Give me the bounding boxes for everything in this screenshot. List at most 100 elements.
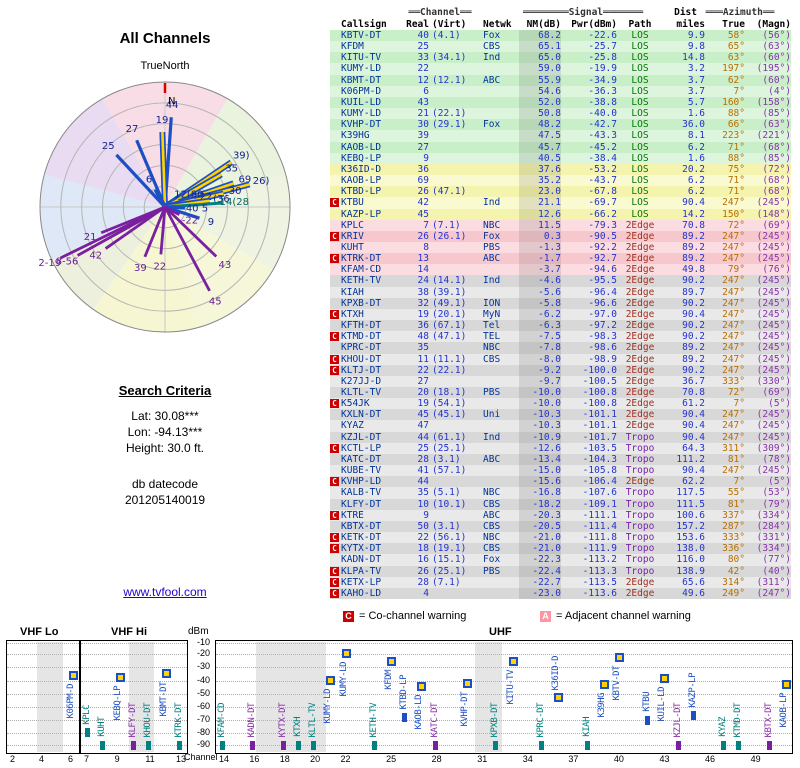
cochannel-flag-icon: C (330, 477, 339, 487)
magnetic-azimuth-cell: (334°) (756, 509, 791, 521)
miles-cell: 36.7 (682, 375, 705, 387)
network-cell (478, 376, 519, 387)
magnetic-azimuth-cell: (40°) (762, 565, 791, 577)
signal-table: ══Channel══ ════════Signal═══════ Dist ═… (330, 7, 791, 599)
path-cell: 2Edge (625, 420, 655, 432)
channel-tick-label: 20 (310, 754, 321, 764)
virtual-channel-cell: (3.1) (432, 520, 461, 532)
true-azimuth-cell: 42° (727, 565, 745, 577)
cochannel-legend: C = Co-channel warning (343, 610, 466, 622)
magnetic-azimuth-cell: (76°) (762, 264, 791, 276)
nm-db-cell: 11.5 (519, 219, 561, 231)
signal-spoke (163, 206, 211, 292)
miles-cell: 111.5 (676, 498, 705, 510)
height-value: Height: 30.0 ft. (125, 441, 205, 455)
magnetic-azimuth-cell: (245°) (756, 241, 791, 253)
magnetic-azimuth-cell: (158°) (756, 96, 791, 108)
spoke-channel-label: -22 (182, 215, 198, 226)
true-azimuth-cell: 71° (727, 141, 745, 153)
true-azimuth-cell: 336° (722, 543, 745, 555)
table-row: C KLTJ-DT 22 (22.1) -9.2 -100.0 2Edge 90.2 247° (… (330, 364, 791, 376)
miles-cell: 90.4 (682, 431, 705, 443)
channel-tick-label: 49 (750, 754, 761, 764)
power-dbm-cell: -92.7 (588, 253, 617, 265)
path-cell: 2Edge (625, 286, 655, 298)
table-row: KPXB-DT 32 (49.1) ION -5.8 -96.6 2Edge 90.2 247°… (330, 297, 791, 309)
channel-tick-label: 40 (613, 754, 624, 764)
miles-cell: 90.4 (682, 420, 705, 432)
real-channel-cell: 19 (417, 398, 429, 410)
magnetic-azimuth-cell: (63°) (762, 41, 791, 53)
nm-db-cell: 48.2 (519, 119, 561, 131)
power-dbm-cell: -25.8 (588, 52, 617, 64)
magnetic-azimuth-cell: (245°) (756, 409, 791, 421)
power-dbm-cell: -96.6 (588, 297, 617, 309)
real-channel-cell: 44 (417, 431, 429, 443)
power-dbm-cell: -95.5 (588, 275, 617, 287)
table-row: KAOB-LD 27 45.7 -45.2 LOS 6.2 71° (68°) (330, 141, 791, 153)
virtual-channel-cell: (7.1) (432, 576, 461, 588)
virtual-channel-cell: (57.1) (432, 465, 467, 477)
callsign-cell: KTXH (341, 308, 364, 320)
callsign-cell: K06PM-D (341, 85, 382, 97)
warning-flag-cell (330, 142, 341, 153)
table-row: KBMT-DT 12 (12.1) ABC 55.9 -34.9 LOS 3.7 62° (60°… (330, 74, 791, 86)
signal-bar-label: KTXH (292, 717, 303, 737)
table-row: KATC-DT 28 (3.1) ABC -13.4 -104.3 Tropo 111.2 81… (330, 453, 791, 466)
real-channel-cell: 30 (417, 119, 429, 131)
callsign-cell: KCTL-LP (341, 442, 382, 454)
real-channel-cell: 42 (417, 197, 429, 209)
magnetic-azimuth-cell: (68°) (762, 175, 791, 187)
dist-header: Dist (674, 7, 697, 18)
path-cell: LOS (631, 130, 649, 142)
magnetic-azimuth-cell: (85°) (762, 108, 791, 120)
warning-flag-cell (330, 220, 341, 231)
callsign-cell: KUHT (341, 241, 364, 253)
signal-bar (177, 741, 182, 750)
network-cell (478, 577, 519, 588)
warning-flag-cell: C (330, 532, 341, 543)
signal-bar (69, 670, 78, 680)
path-cell: Tropo (625, 465, 655, 477)
tvfool-link[interactable]: www.tvfool.com (123, 585, 207, 599)
gridline (216, 654, 792, 656)
path-cell: 2Edge (625, 353, 655, 365)
table-row: KFTH-DT 36 (67.1) Tel -6.3 -97.2 2Edge 90.2 247°… (330, 320, 791, 332)
true-azimuth-cell: 75° (727, 163, 745, 175)
table-row: KYAZ 47 -10.3 -101.1 2Edge 90.4 247° (245°) (330, 420, 791, 432)
table-row: KALB-TV 35 (5.1) NBC -16.8 -107.6 Tropo 117.5 55… (330, 487, 791, 499)
magnetic-azimuth-cell: (245°) (756, 230, 791, 242)
nm-db-cell: -5.6 (519, 286, 561, 298)
true-azimuth-cell: 247° (722, 275, 745, 287)
path-cell: Tropo (625, 487, 655, 499)
network-cell: CBS (483, 498, 501, 510)
col-true: True (722, 18, 745, 30)
warning-flag-cell (330, 97, 341, 108)
page-title: All Channels (119, 30, 211, 47)
power-dbm-cell: -101.1 (582, 420, 617, 432)
table-row: KFDM 25 CBS 65.1 -25.7 LOS 9.8 65° (63°) (330, 41, 791, 53)
signal-bar-label: KUMY-LD (338, 662, 349, 697)
warning-flag-cell: C (330, 577, 341, 588)
callsign-cell: KFTH-DT (341, 320, 382, 332)
virtual-channel-cell: (39.1) (432, 286, 467, 298)
signal-bar (417, 682, 427, 692)
network-cell: ION (483, 297, 501, 309)
gridline (7, 706, 79, 708)
real-channel-cell: 40 (417, 30, 429, 41)
signal-bar (280, 741, 286, 750)
radar-ring (81, 123, 249, 291)
network-cell: Fox (483, 119, 501, 131)
band-shade (37, 642, 64, 752)
callsign-cell: KUBE-TV (341, 465, 382, 477)
path-cell: 2Edge (625, 342, 655, 354)
search-criteria: Search Criteria Lat: 30.08*** Lon: -94.1… (55, 383, 275, 456)
power-dbm-cell: -38.4 (588, 152, 617, 164)
signal-bar-label: K36ID-D (551, 655, 562, 690)
true-azimuth-cell: 88° (727, 152, 745, 164)
table-row: KAOB-LP 69 35.2 -43.7 LOS 6.2 71° (68°) (330, 175, 791, 187)
signal-bar (295, 741, 301, 750)
miles-cell: 90.2 (682, 320, 705, 332)
network-cell: NBC (483, 342, 501, 354)
nm-db-cell: -23.0 (519, 587, 561, 599)
